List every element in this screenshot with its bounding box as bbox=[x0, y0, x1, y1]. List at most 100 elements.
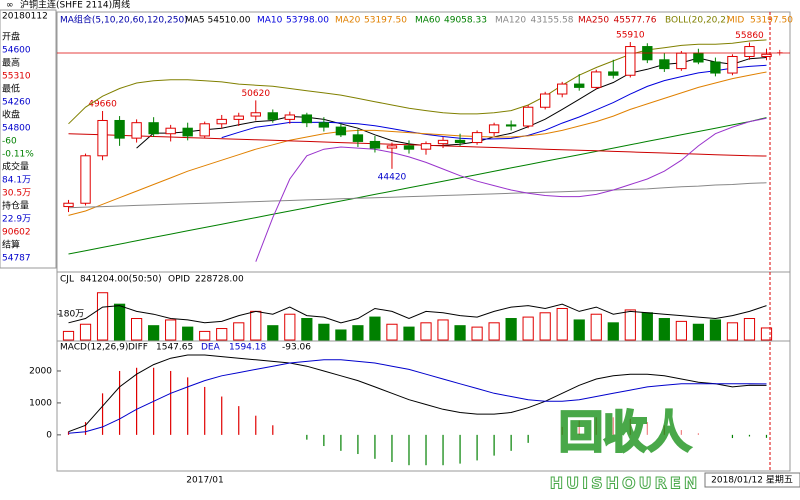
indicator-line bbox=[68, 359, 767, 434]
info-date: 20180112 bbox=[2, 12, 48, 22]
watermark-sub: HUISHOUREN bbox=[550, 474, 700, 493]
candle-body bbox=[659, 59, 670, 70]
y-tick-label: 180万 bbox=[58, 310, 84, 320]
info-item: -60 bbox=[2, 137, 17, 147]
volume-title: CJL bbox=[60, 275, 74, 285]
opid-title: OPID bbox=[168, 275, 190, 285]
volume-bar bbox=[216, 328, 228, 341]
legend-value: 49058.33 bbox=[444, 16, 487, 26]
boll-mid: MID bbox=[727, 16, 744, 26]
candle-body bbox=[335, 126, 347, 136]
candle-body bbox=[216, 118, 227, 125]
volume-bar bbox=[233, 322, 245, 341]
date-label: 2017/01 bbox=[186, 476, 223, 486]
candle-body bbox=[284, 114, 296, 120]
volume-bar bbox=[386, 323, 398, 341]
cursor-date-box bbox=[704, 472, 800, 488]
volume-bar bbox=[301, 318, 313, 341]
candle-body bbox=[386, 145, 398, 149]
info-item: 30.5万 bbox=[2, 189, 31, 199]
volume-bar bbox=[692, 323, 704, 341]
candle-body bbox=[318, 122, 330, 128]
legend-name: MA5 bbox=[185, 16, 205, 26]
candle-body bbox=[165, 127, 176, 135]
volume-bar bbox=[79, 323, 92, 341]
macd-hist-value: -93.06 bbox=[282, 343, 311, 353]
info-panel bbox=[0, 9, 57, 269]
candle-body bbox=[557, 83, 568, 95]
indicator-line bbox=[255, 117, 767, 262]
info-item: 持仓量 bbox=[2, 200, 29, 212]
volume-bar bbox=[148, 325, 160, 341]
candle-body bbox=[420, 143, 432, 150]
candle-body bbox=[148, 122, 159, 135]
info-item: 84.1万 bbox=[2, 176, 31, 186]
indicator-line bbox=[68, 71, 767, 216]
candle-body bbox=[744, 46, 755, 57]
volume-bar bbox=[658, 318, 670, 341]
legend-name: MA20 bbox=[335, 16, 361, 26]
volume-bar bbox=[318, 323, 330, 341]
volume-bar bbox=[454, 325, 466, 341]
indicator-line bbox=[68, 182, 767, 209]
candle-body bbox=[131, 122, 142, 139]
candle-body bbox=[301, 114, 313, 124]
candle-body bbox=[761, 53, 772, 57]
watermark-text: 回收人 bbox=[559, 407, 691, 458]
volume-bar bbox=[760, 327, 773, 341]
indicator-line bbox=[221, 64, 767, 140]
indicator-line bbox=[68, 133, 767, 157]
info-item: 开盘 bbox=[2, 31, 20, 43]
candle-body bbox=[233, 115, 244, 120]
volume-bar bbox=[641, 312, 653, 341]
volume-bar bbox=[182, 326, 194, 341]
boll-title: BOLL(20,20,2) bbox=[665, 16, 730, 26]
volume-bar bbox=[96, 292, 109, 341]
volume-bar bbox=[522, 316, 534, 341]
legend-value: 54510.00 bbox=[208, 16, 251, 26]
candle-body bbox=[591, 71, 602, 88]
volume-bar bbox=[471, 326, 483, 341]
info-item: 最低 bbox=[2, 83, 20, 95]
legend-value: 53798.00 bbox=[286, 16, 329, 26]
high-annotation: 49660 bbox=[88, 99, 117, 109]
macd-legend-name: DEA bbox=[201, 343, 221, 353]
info-item: -0.11% bbox=[2, 150, 34, 160]
volume-bar bbox=[556, 307, 568, 341]
legend-name: MA120 bbox=[495, 16, 526, 26]
info-item: 54260 bbox=[2, 98, 31, 108]
volume-bar bbox=[352, 325, 364, 341]
candle-body bbox=[608, 71, 619, 76]
candle-body bbox=[199, 123, 210, 137]
info-item: 90602 bbox=[2, 228, 31, 238]
candle-body bbox=[114, 119, 125, 139]
volume-bar bbox=[165, 319, 177, 341]
volume-bar bbox=[284, 313, 296, 341]
volume-bar bbox=[539, 312, 551, 341]
cursor-date: 2018/01/12 星期五 bbox=[711, 475, 793, 486]
volume-bar bbox=[369, 316, 381, 341]
volume-bar bbox=[437, 319, 449, 341]
watermark-bg bbox=[545, 408, 705, 458]
candle-body bbox=[471, 132, 483, 144]
legend-value: 53197.50 bbox=[364, 16, 407, 26]
volume-bar bbox=[267, 325, 279, 341]
info-item: 55310 bbox=[2, 72, 31, 82]
macd-title: MACD(12,26,9) bbox=[60, 343, 128, 353]
indicator-line bbox=[68, 354, 767, 433]
candle-body bbox=[97, 119, 108, 157]
candle-body bbox=[676, 52, 687, 70]
volume-bar bbox=[675, 320, 687, 341]
candle-body bbox=[403, 145, 415, 150]
candle-body bbox=[80, 155, 91, 204]
window-icon: ∞ bbox=[6, 1, 14, 11]
boll-mid-value: 53197.50 bbox=[750, 16, 793, 26]
candle-body bbox=[693, 52, 704, 63]
volume-bar bbox=[403, 326, 415, 341]
candle-body bbox=[505, 124, 517, 127]
candle-body bbox=[539, 93, 551, 108]
volume-bar bbox=[250, 310, 262, 341]
info-item: 收盘 bbox=[2, 109, 20, 121]
low-annotation: 44420 bbox=[378, 172, 407, 182]
volume-bar bbox=[573, 319, 585, 341]
